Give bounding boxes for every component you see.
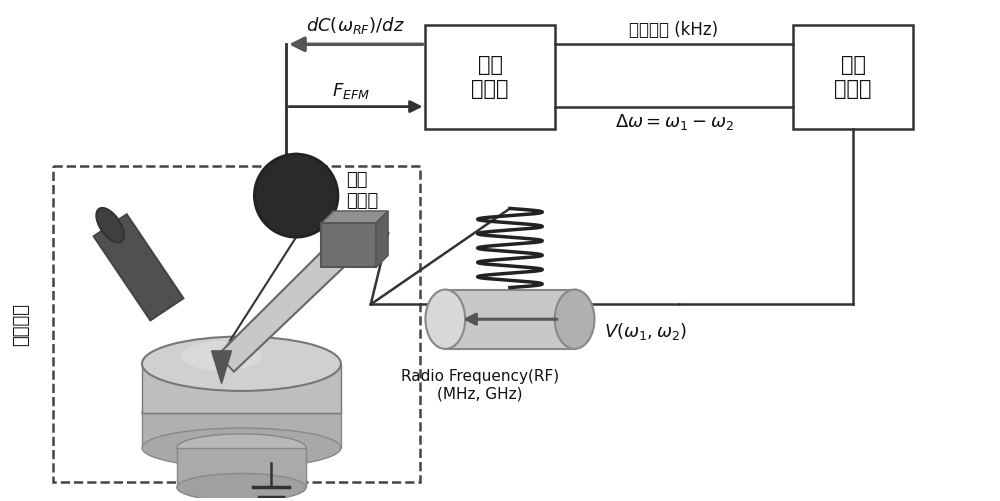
Ellipse shape bbox=[425, 290, 465, 349]
Ellipse shape bbox=[182, 341, 261, 371]
Ellipse shape bbox=[142, 428, 341, 467]
Bar bbox=[321, 223, 376, 268]
Bar bbox=[142, 364, 341, 413]
Ellipse shape bbox=[254, 154, 338, 237]
Ellipse shape bbox=[142, 337, 341, 391]
Ellipse shape bbox=[177, 434, 306, 461]
Text: 信号
发生器: 信号 发生器 bbox=[834, 55, 872, 99]
Text: 差频信号 (kHz): 差频信号 (kHz) bbox=[629, 22, 719, 40]
Ellipse shape bbox=[142, 393, 341, 433]
Text: $V(\omega_1, \omega_2)$: $V(\omega_1, \omega_2)$ bbox=[604, 321, 688, 342]
Text: $dC(\omega_{RF})/dz$: $dC(\omega_{RF})/dz$ bbox=[306, 16, 405, 37]
Ellipse shape bbox=[177, 473, 306, 501]
Polygon shape bbox=[321, 211, 388, 223]
Polygon shape bbox=[94, 214, 183, 320]
Text: Radio Frequency(RF): Radio Frequency(RF) bbox=[401, 369, 559, 384]
Bar bbox=[142, 413, 341, 448]
Text: (MHz, GHz): (MHz, GHz) bbox=[437, 386, 523, 401]
Text: $F_{EFM}$: $F_{EFM}$ bbox=[332, 81, 370, 101]
Text: $\Delta\omega= \omega_1 - \omega_2$: $\Delta\omega= \omega_1 - \omega_2$ bbox=[615, 112, 734, 132]
Polygon shape bbox=[212, 351, 232, 383]
Text: 锁相
放大器: 锁相 放大器 bbox=[471, 55, 509, 99]
Ellipse shape bbox=[96, 208, 124, 242]
Polygon shape bbox=[218, 243, 348, 372]
Polygon shape bbox=[376, 211, 388, 268]
Bar bbox=[425, 25, 555, 129]
Bar bbox=[52, 166, 420, 482]
Text: 形貌成像: 形貌成像 bbox=[12, 303, 30, 346]
Bar bbox=[177, 448, 306, 487]
Text: 光电
二极管: 光电 二极管 bbox=[346, 171, 378, 210]
Ellipse shape bbox=[555, 290, 594, 349]
Bar bbox=[793, 25, 913, 129]
Bar bbox=[445, 290, 575, 349]
